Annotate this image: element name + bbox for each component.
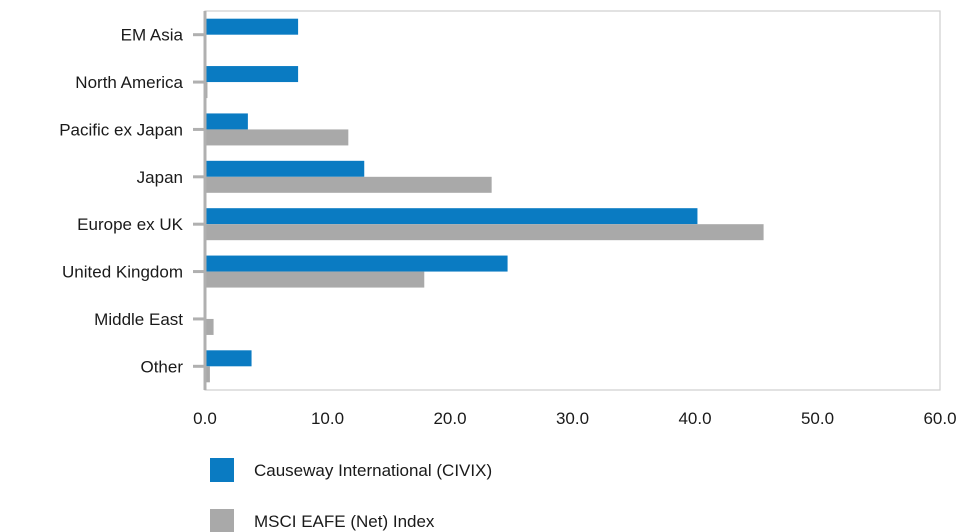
category-labels: EM Asia North America Pacific ex Japan Japa…	[59, 26, 183, 377]
bar	[205, 255, 508, 272]
category-label: Europe ex UK	[77, 215, 183, 234]
bar	[205, 208, 698, 225]
bar	[205, 318, 214, 335]
axis	[193, 11, 207, 390]
x-tick-label: 0.0	[193, 409, 217, 428]
bar	[205, 271, 425, 288]
legend: Causeway International (CIVIX) MSCI EAFE …	[210, 458, 492, 532]
x-tick-label: 10.0	[311, 409, 344, 428]
bar	[205, 113, 248, 130]
category-label: North America	[75, 73, 183, 92]
bar	[205, 350, 252, 367]
bars	[205, 18, 764, 383]
bar	[205, 366, 210, 383]
x-tick-label: 50.0	[801, 409, 834, 428]
legend-swatch	[210, 509, 234, 532]
x-tick-labels: 0.0 10.0 20.0 30.0 40.0 50.0 60.0	[193, 409, 956, 428]
bar	[205, 224, 764, 241]
legend-label: MSCI EAFE (Net) Index	[254, 512, 435, 531]
category-label: Japan	[137, 168, 183, 187]
x-tick-label: 30.0	[556, 409, 589, 428]
bar	[205, 129, 349, 146]
category-label: Other	[140, 357, 183, 376]
category-label: United Kingdom	[62, 263, 183, 282]
category-label: Pacific ex Japan	[59, 120, 183, 139]
bar	[205, 18, 299, 35]
x-tick-label: 20.0	[433, 409, 466, 428]
bar	[205, 66, 299, 83]
category-label: Middle East	[94, 310, 183, 329]
legend-swatch	[210, 458, 234, 482]
x-tick-label: 60.0	[923, 409, 956, 428]
bar	[205, 176, 492, 193]
x-tick-label: 40.0	[678, 409, 711, 428]
bar	[205, 160, 365, 177]
legend-label: Causeway International (CIVIX)	[254, 461, 492, 480]
plot-frame	[204, 10, 941, 391]
category-label: EM Asia	[121, 26, 184, 45]
